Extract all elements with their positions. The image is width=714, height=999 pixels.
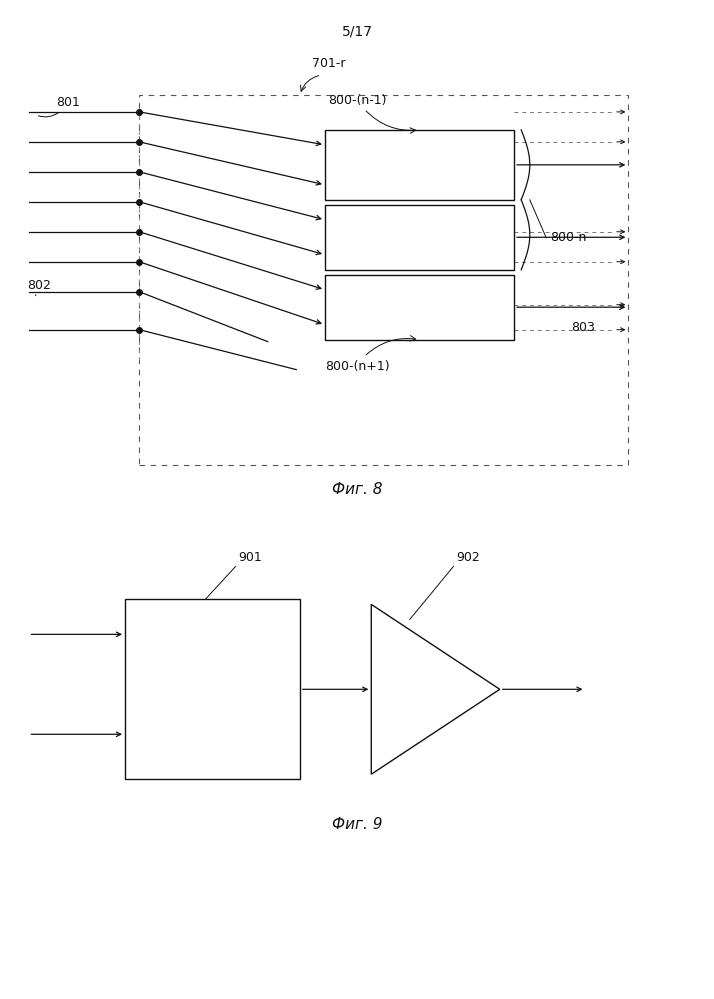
Text: 800-n: 800-n (550, 231, 586, 245)
Bar (125, 599, 300, 779)
Polygon shape (371, 604, 500, 774)
Bar (325, 205, 514, 270)
Bar (139, 95, 628, 465)
Text: 803: 803 (571, 321, 595, 335)
Text: Фиг. 8: Фиг. 8 (332, 482, 382, 498)
Text: Фиг. 9: Фиг. 9 (332, 816, 382, 832)
Text: 902: 902 (456, 551, 480, 564)
Text: 901: 901 (238, 551, 262, 564)
Text: 801: 801 (56, 96, 80, 110)
Bar (325, 130, 514, 200)
Bar (325, 275, 514, 340)
Text: 800-(n-1): 800-(n-1) (328, 94, 386, 107)
Text: 800-(n+1): 800-(n+1) (325, 360, 389, 373)
Text: 5/17: 5/17 (341, 25, 373, 39)
Text: 802: 802 (27, 279, 51, 293)
Text: 701-r: 701-r (312, 57, 345, 70)
